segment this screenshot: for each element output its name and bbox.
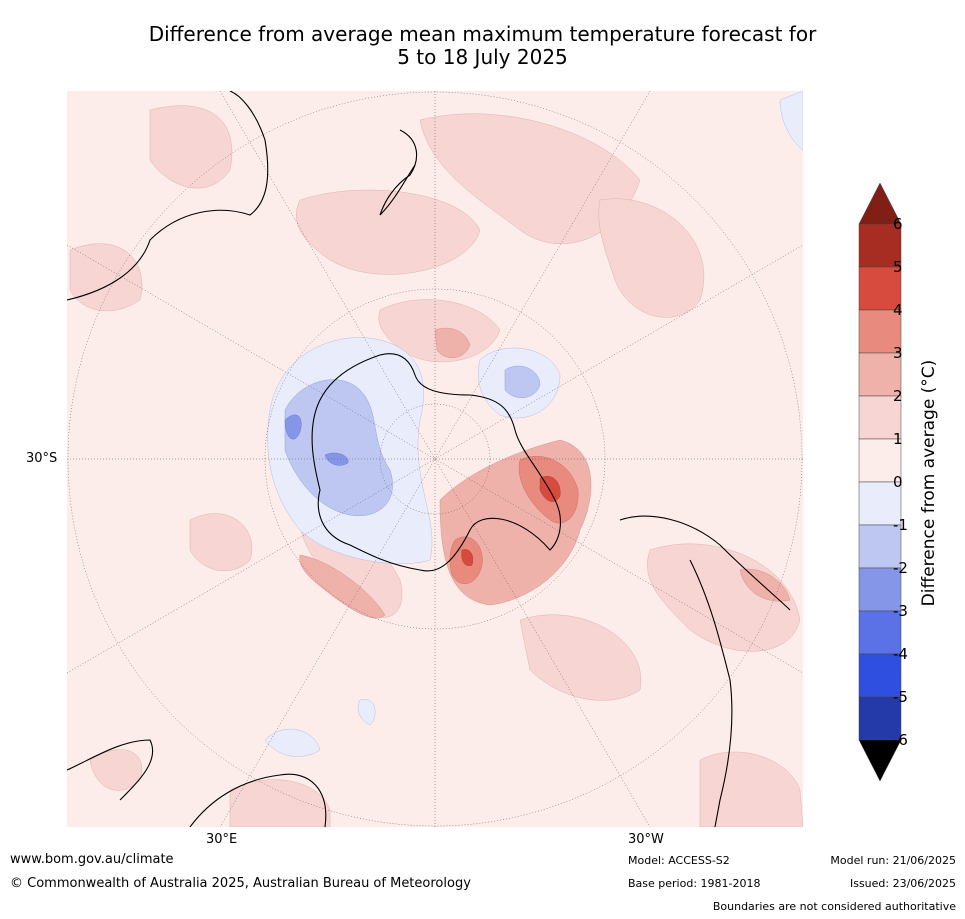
longitude-label-30e: 30°E (206, 832, 238, 847)
model-run-date: Model run: 21/06/2025 (830, 854, 956, 867)
colorbar-swatch-4-5 (858, 266, 902, 311)
colorbar-swatch-3-4 (858, 309, 902, 354)
colorbar-tick: 1 (893, 430, 903, 448)
colorbar-tick: 3 (893, 344, 903, 362)
colorbar-tick: 6 (893, 215, 903, 233)
colorbar (858, 182, 902, 782)
colorbar-tick: -3 (893, 602, 908, 620)
colorbar-swatch-5-6 (858, 223, 902, 268)
website-link[interactable]: www.bom.gov.au/climate (10, 852, 174, 867)
issued-date: Issued: 23/06/2025 (849, 877, 956, 890)
colorbar-swatch-0-1 (858, 438, 902, 483)
colorbar-tick: 5 (893, 258, 903, 276)
graticule (67, 91, 803, 827)
colorbar-extend-bottom (858, 739, 902, 782)
anomaly-plus-1-areas (69, 105, 803, 827)
colorbar-tick: 2 (893, 387, 903, 405)
coastlines (67, 91, 791, 827)
map-title-line-1: Difference from average mean maximum tem… (148, 22, 817, 46)
colorbar-swatch-minus3-minus2 (858, 567, 902, 612)
colorbar-swatch-1-2 (858, 395, 902, 440)
colorbar-swatch-minus5-minus4 (858, 653, 902, 698)
colorbar-swatch-minus6-minus5 (858, 696, 902, 741)
colorbar-tick: 4 (893, 301, 903, 319)
latitude-label-30s: 30°S (26, 451, 58, 466)
colorbar-tick: -4 (893, 645, 908, 663)
colorbar-tick: 0 (893, 473, 903, 491)
boundaries-disclaimer: Boundaries are not considered authoritat… (712, 900, 956, 913)
copyright-text: © Commonwealth of Australia 2025, Austra… (10, 876, 471, 891)
model-name: Model: ACCESS-S2 (628, 854, 730, 867)
colorbar-swatch-2-3 (858, 352, 902, 397)
anomaly-minus-2-areas (284, 365, 541, 516)
colorbar-swatch-minus1-0 (858, 481, 902, 526)
colorbar-tick: -2 (893, 559, 908, 577)
map-title-line-2: 5 to 18 July 2025 (397, 45, 568, 69)
colorbar-tick: -5 (893, 688, 908, 706)
colorbar-tick: -1 (893, 516, 908, 534)
anomaly-minus-3-areas (284, 414, 349, 466)
base-period: Base period: 1981-2018 (628, 877, 761, 890)
colorbar-tick: -6 (893, 731, 908, 749)
colorbar-title: Difference from average (°C) (919, 359, 939, 607)
colorbar-swatch-minus4-minus3 (858, 610, 902, 655)
longitude-label-30w: 30°W (628, 832, 664, 847)
